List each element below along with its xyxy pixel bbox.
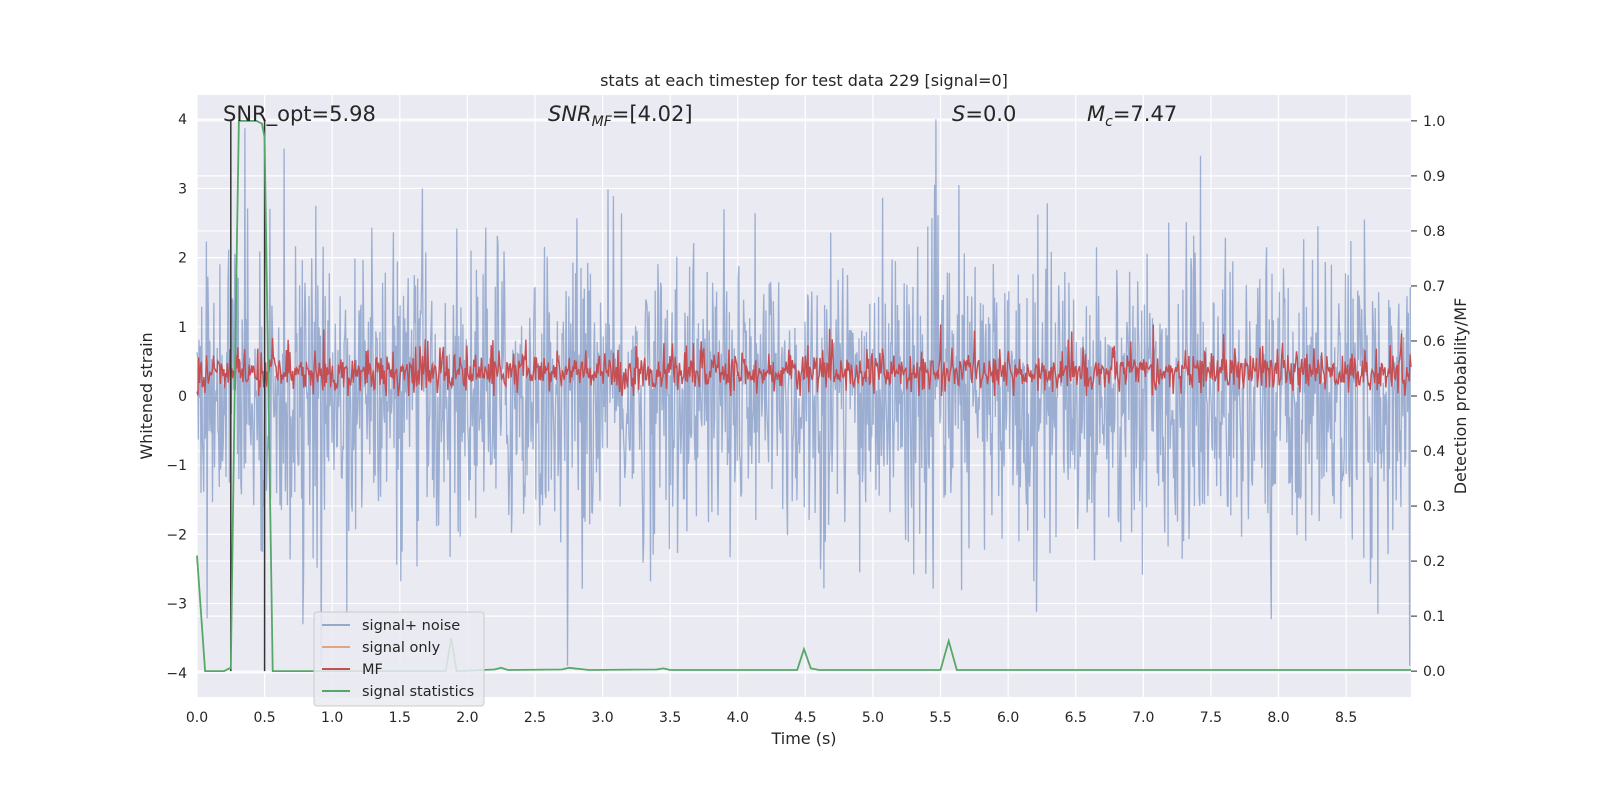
y-right-tick-label: 0.4 [1423, 444, 1445, 460]
x-tick-label: 3.5 [659, 710, 681, 726]
y-right-tick-label: 0.3 [1423, 499, 1445, 515]
y-right-tick-label: 0.5 [1423, 389, 1445, 405]
x-tick-label: 2.5 [524, 710, 546, 726]
y-right-tick-label: 0.2 [1423, 554, 1445, 570]
y-tick-label: 0 [178, 389, 187, 405]
s-var: S [952, 102, 965, 126]
y-tick-label: 3 [178, 181, 187, 197]
x-tick-label: 2.0 [456, 710, 478, 726]
s-val: =0.0 [965, 102, 1016, 126]
signal-noise-line [196, 119, 1412, 666]
axis-ticks: 0.0 0.5 1.0 1.5 2.0 2.5 3.0 3.5 4.0 4.5 5.0 5.5 6.0 6… [166, 112, 1445, 726]
y-tick-label: −3 [166, 597, 187, 613]
x-tick-label: 4.0 [727, 710, 749, 726]
x-axis-label: Time (s) [770, 729, 836, 748]
snr-mf-val: =[4.02] [612, 102, 693, 126]
mc-annotation: Mc=7.47 [1087, 102, 1177, 130]
x-tick-label: 3.0 [591, 710, 613, 726]
y-tick-label: 4 [178, 112, 187, 128]
legend: signal+ noise signal only MF signal stat… [313, 611, 485, 707]
y-right-tick-label: 0.8 [1423, 224, 1445, 240]
y-tick-label: 2 [178, 251, 187, 267]
x-tick-label: 5.5 [929, 710, 951, 726]
y-right-axis-label: Detection probability/MF [1451, 298, 1470, 495]
x-tick-label: 6.0 [997, 710, 1019, 726]
signal-statistics-series [196, 120, 1411, 673]
x-tick-label: 7.5 [1200, 710, 1222, 726]
x-tick-label: 1.0 [321, 710, 343, 726]
snr-opt-annotation: SNR_opt=5.98 [223, 102, 376, 127]
mf-series [196, 324, 1412, 397]
y-right-tick-label: 0.7 [1423, 279, 1445, 295]
mc-sub: c [1105, 114, 1113, 130]
chart-title: stats at each timestep for test data 229… [600, 71, 1008, 90]
y-right-tick-label: 0.0 [1423, 664, 1445, 680]
vertical-markers [230, 119, 266, 672]
legend-box [313, 611, 485, 707]
legend-label-signal-only: signal only [362, 640, 441, 656]
x-tick-label: 6.5 [1065, 710, 1087, 726]
y-tick-label: −2 [166, 527, 187, 543]
x-tick-label: 1.5 [389, 710, 411, 726]
legend-label-mf: MF [362, 662, 383, 678]
legend-label-signal-statistics: signal statistics [362, 684, 474, 700]
snr-mf-var: SNR [548, 102, 592, 126]
snr-mf-annotation: SNRMF=[4.02] [548, 102, 693, 130]
mf-line [196, 324, 1412, 397]
x-tick-label: 8.0 [1267, 710, 1289, 726]
y-tick-label: −1 [166, 458, 187, 474]
y-right-tick-label: 0.1 [1423, 609, 1445, 625]
x-tick-label: 0.0 [186, 710, 208, 726]
y-right-tick-label: 0.6 [1423, 334, 1445, 350]
y-right-tick-label: 0.9 [1423, 169, 1445, 185]
y-tick-label: −4 [166, 666, 187, 682]
x-tick-label: 8.5 [1335, 710, 1357, 726]
x-tick-label: 7.0 [1132, 710, 1154, 726]
mc-var: M [1087, 102, 1105, 126]
y-axis-label: Whitened strain [137, 332, 156, 459]
y-tick-label: 1 [178, 320, 187, 336]
x-tick-label: 4.5 [794, 710, 816, 726]
s-annotation: S=0.0 [952, 102, 1016, 126]
signal-noise-series [196, 119, 1412, 666]
snr-mf-sub: MF [592, 114, 613, 130]
signal-statistics-line [196, 120, 1411, 673]
x-tick-label: 0.5 [253, 710, 275, 726]
x-tick-label: 5.0 [862, 710, 884, 726]
y-right-tick-label: 1.0 [1423, 114, 1445, 130]
mc-val: =7.47 [1113, 102, 1177, 126]
legend-label-signal-noise: signal+ noise [362, 618, 460, 634]
